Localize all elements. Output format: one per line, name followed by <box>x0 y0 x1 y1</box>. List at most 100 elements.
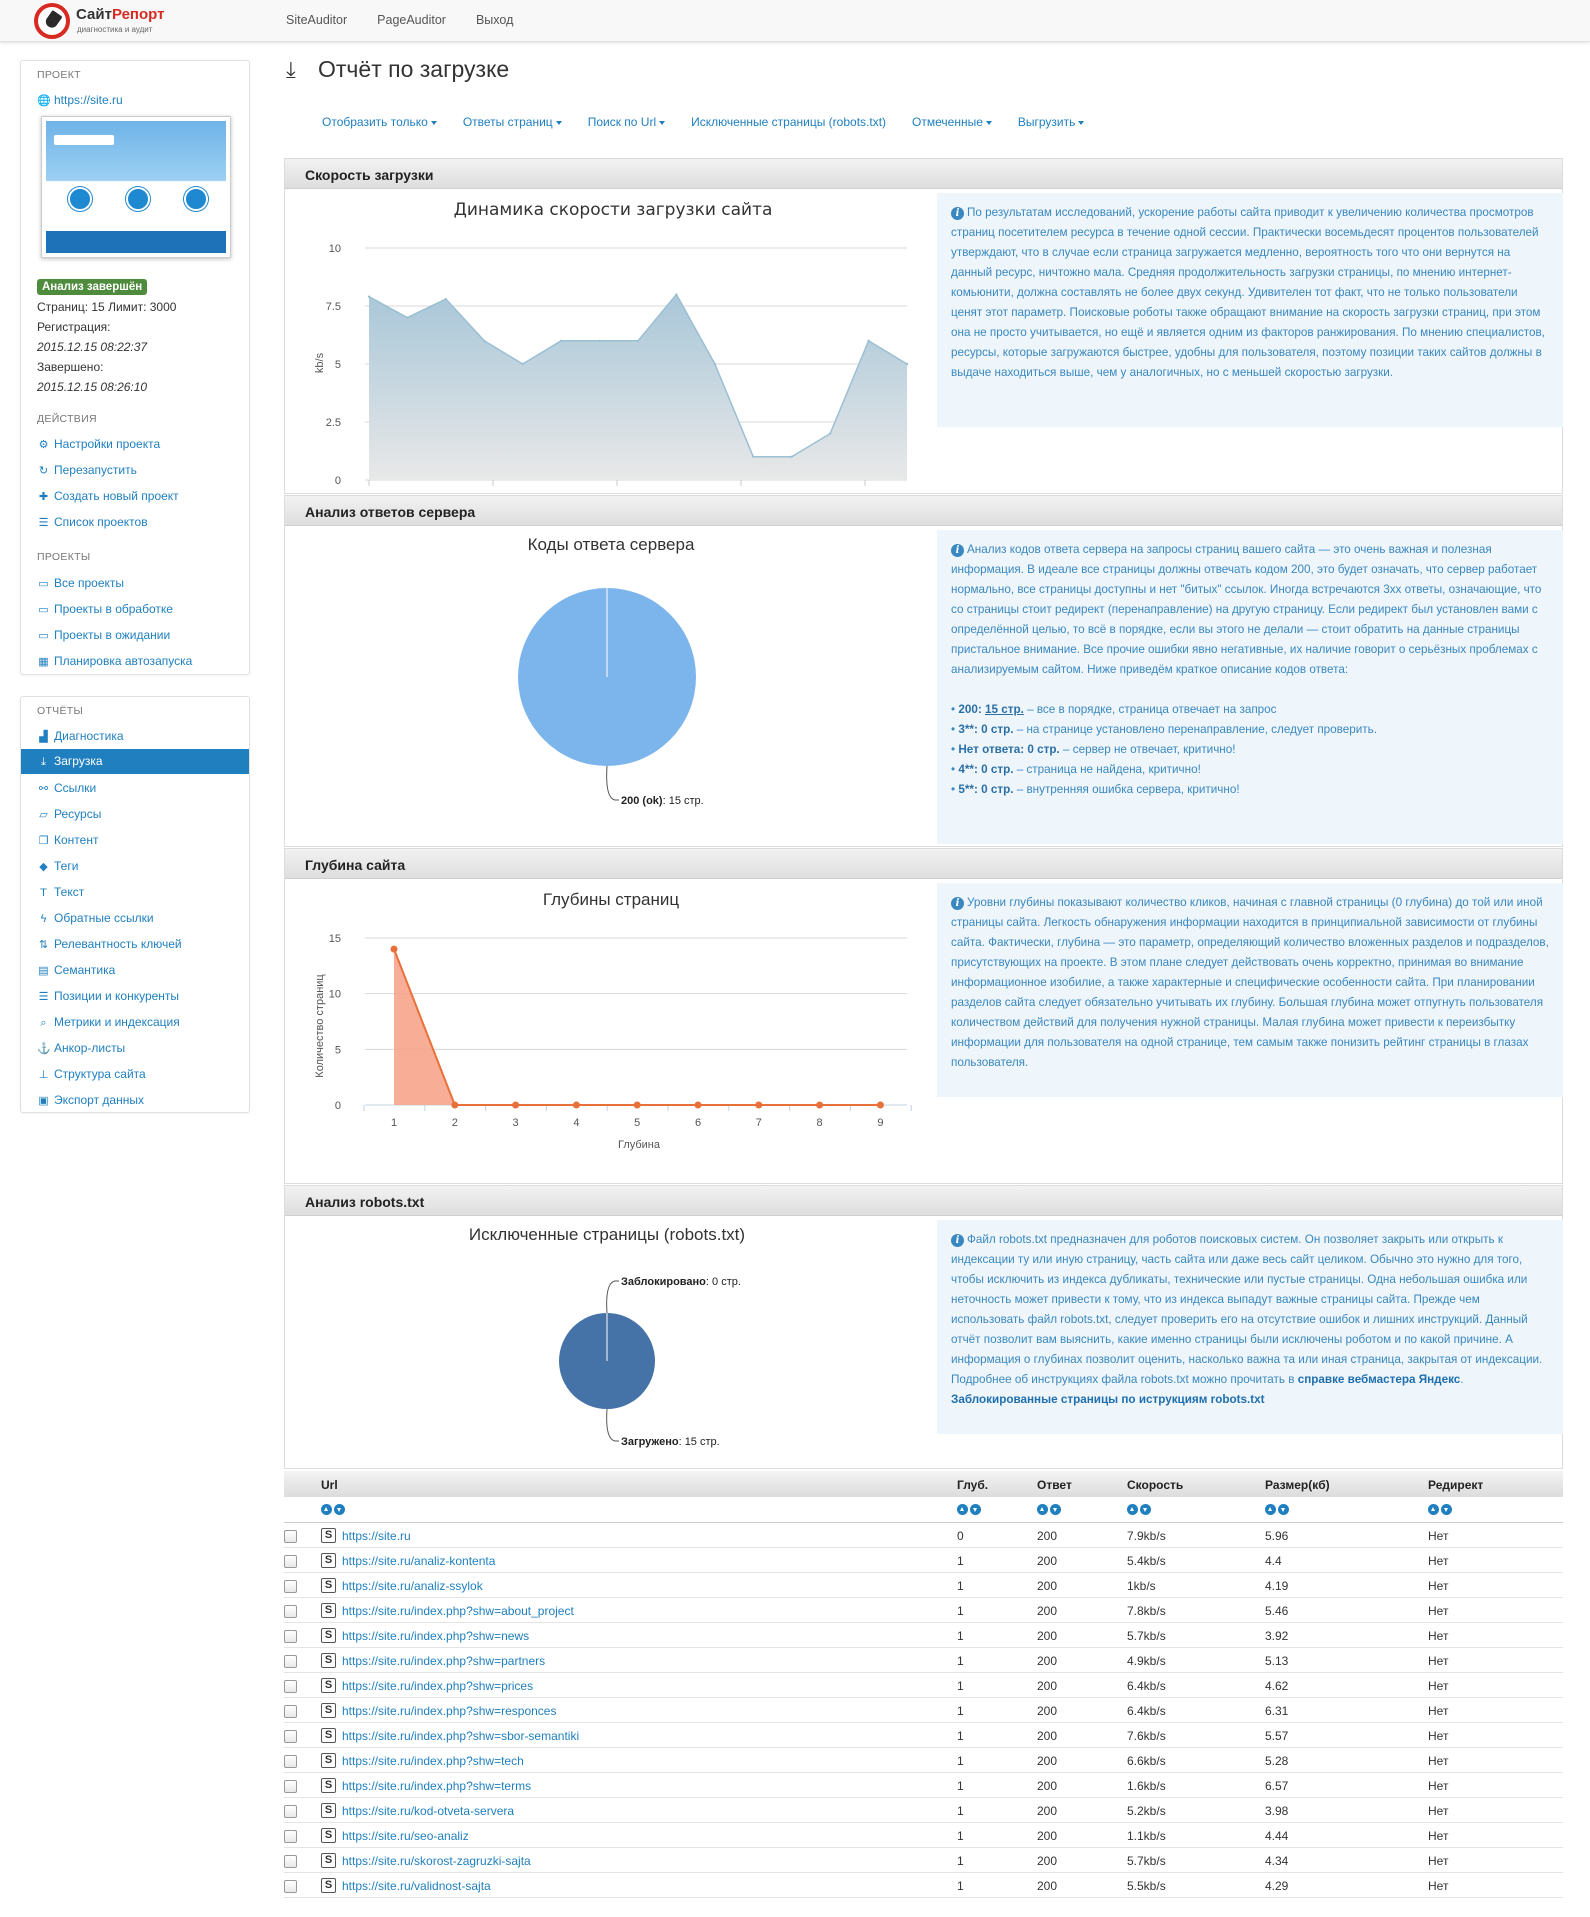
row-checkbox[interactable] <box>284 1630 297 1643</box>
page-details-icon[interactable]: S <box>321 1853 336 1868</box>
page-details-icon[interactable]: S <box>321 1528 336 1543</box>
projects-processing[interactable]: ▭ Проекты в обработке <box>38 602 173 616</box>
project-url-link[interactable]: 🌐 https://site.ru <box>37 93 123 107</box>
sort-down-icon[interactable] <box>1278 1504 1289 1515</box>
page-details-icon[interactable]: S <box>321 1828 336 1843</box>
page-details-icon[interactable]: S <box>321 1603 336 1618</box>
row-checkbox[interactable] <box>284 1680 297 1693</box>
report-backlinks[interactable]: ϟ Обратные ссылки <box>37 911 154 925</box>
row-checkbox[interactable] <box>284 1755 297 1768</box>
url-link[interactable]: https://site.ru/kod-otveta-servera <box>342 1804 515 1818</box>
nav-pageauditor[interactable]: PageAuditor <box>377 13 446 27</box>
page-details-icon[interactable]: S <box>321 1728 336 1743</box>
action-project-settings[interactable]: ⚙ Настройки проекта <box>38 437 161 451</box>
report-content[interactable]: ❐ Контент <box>38 833 99 847</box>
nav-logout[interactable]: Выход <box>475 13 514 27</box>
row-checkbox[interactable] <box>284 1530 297 1543</box>
report-keyword-relevance[interactable]: ⇅ Релевантность ключей <box>38 937 182 951</box>
sort-down-icon[interactable] <box>1050 1504 1061 1515</box>
projects-waiting[interactable]: ▭ Проекты в ожидании <box>38 628 171 642</box>
sort-up-icon[interactable] <box>957 1504 968 1515</box>
sort-url[interactable] <box>321 1504 347 1518</box>
row-checkbox[interactable] <box>284 1705 297 1718</box>
sort-speed[interactable] <box>1127 1504 1153 1518</box>
brand-logo[interactable]: СайтРепорт диагностика и аудит <box>34 3 174 39</box>
sort-up-icon[interactable] <box>1428 1504 1439 1515</box>
url-link[interactable]: https://site.ru/index.php?shw=sbor-seman… <box>342 1729 580 1743</box>
filter-page-responses[interactable]: Ответы страниц <box>463 115 562 129</box>
col-response[interactable]: Ответ <box>1037 1478 1072 1492</box>
sort-redirect[interactable] <box>1428 1504 1454 1518</box>
sort-up-icon[interactable] <box>1127 1504 1138 1515</box>
sort-up-icon[interactable] <box>1037 1504 1048 1515</box>
row-checkbox[interactable] <box>284 1580 297 1593</box>
page-details-icon[interactable]: S <box>321 1578 336 1593</box>
url-link[interactable]: https://site.ru/validnost-sajta <box>342 1879 491 1893</box>
url-link[interactable]: https://site.ru/skorost-zagruzki-sajta <box>342 1854 531 1868</box>
report-anchor-lists[interactable]: ⚓ Анкор-листы <box>37 1041 126 1055</box>
row-checkbox[interactable] <box>284 1655 297 1668</box>
sort-up-icon[interactable] <box>1265 1504 1276 1515</box>
page-details-icon[interactable]: S <box>321 1628 336 1643</box>
col-size[interactable]: Размер(кб) <box>1265 1478 1330 1492</box>
report-diagnostics[interactable]: ▟ Диагностика <box>37 729 123 743</box>
row-checkbox[interactable] <box>284 1855 297 1868</box>
export-dropdown[interactable]: Выгрузить <box>1018 115 1085 129</box>
url-link[interactable]: https://site.ru/index.php?shw=about_proj… <box>342 1604 574 1618</box>
sort-up-icon[interactable] <box>321 1504 332 1515</box>
report-links[interactable]: ⚯ Ссылки <box>38 781 97 795</box>
url-link[interactable]: https://site.ru <box>342 1529 411 1543</box>
site-thumbnail[interactable] <box>41 116 231 258</box>
report-resources[interactable]: ▱ Ресурсы <box>37 807 101 821</box>
sort-size[interactable] <box>1265 1504 1291 1518</box>
row-checkbox[interactable] <box>284 1555 297 1568</box>
report-text[interactable]: T Текст <box>37 885 84 899</box>
row-checkbox[interactable] <box>284 1880 297 1893</box>
page-details-icon[interactable]: S <box>321 1753 336 1768</box>
sort-down-icon[interactable] <box>334 1504 345 1515</box>
report-site-structure[interactable]: ⊥ Структура сайта <box>38 1067 146 1081</box>
url-link[interactable]: https://site.ru/analiz-ssylok <box>342 1579 483 1593</box>
report-tags[interactable]: ◆ Теги <box>37 859 78 873</box>
url-link[interactable]: https://site.ru/analiz-kontenta <box>342 1554 496 1568</box>
row-checkbox[interactable] <box>284 1605 297 1618</box>
report-semantics[interactable]: ▤ Семантика <box>38 963 116 977</box>
yandex-help-link[interactable]: справке вебмастера Яндекс <box>1297 1373 1461 1386</box>
url-link[interactable]: https://site.ru/seo-analiz <box>342 1829 469 1843</box>
page-details-icon[interactable]: S <box>321 1878 336 1893</box>
url-link[interactable]: https://site.ru/index.php?shw=partners <box>342 1654 546 1668</box>
url-link[interactable]: https://site.ru/index.php?shw=news <box>342 1629 530 1643</box>
url-link[interactable]: https://site.ru/index.php?shw=terms <box>342 1779 532 1793</box>
page-details-icon[interactable]: S <box>321 1653 336 1668</box>
row-checkbox[interactable] <box>284 1830 297 1843</box>
report-positions[interactable]: ☰ Позиции и конкуренты <box>38 989 180 1003</box>
page-details-icon[interactable]: S <box>321 1803 336 1818</box>
sort-response[interactable] <box>1037 1504 1063 1518</box>
filter-robots-excluded[interactable]: Исключенные страницы (robots.txt) <box>691 115 887 129</box>
row-checkbox[interactable] <box>284 1730 297 1743</box>
url-link[interactable]: https://site.ru/index.php?shw=prices <box>342 1679 534 1693</box>
sort-down-icon[interactable] <box>1441 1504 1452 1515</box>
page-details-icon[interactable]: S <box>321 1778 336 1793</box>
action-new-project[interactable]: ✚ Создать новый проект <box>38 489 179 503</box>
action-restart[interactable]: ↻ Перезапустить <box>38 463 137 477</box>
col-redirect[interactable]: Редирект <box>1428 1478 1484 1492</box>
page-details-icon[interactable]: S <box>321 1553 336 1568</box>
sort-down-icon[interactable] <box>970 1504 981 1515</box>
filter-url-search[interactable]: Поиск по Url <box>588 115 666 129</box>
blocked-pages-link[interactable]: Заблокированные страницы по иструкциям r… <box>951 1393 1265 1406</box>
url-link[interactable]: https://site.ru/index.php?shw=responces <box>342 1704 557 1718</box>
row-checkbox[interactable] <box>284 1780 297 1793</box>
report-loading-active[interactable]: ⤓ Загрузка <box>21 749 249 774</box>
page-details-icon[interactable]: S <box>321 1678 336 1693</box>
filter-show-only[interactable]: Отобразить только <box>322 115 437 129</box>
url-link[interactable]: https://site.ru/index.php?shw=tech <box>342 1754 524 1768</box>
filter-marked[interactable]: Отмеченные <box>912 115 992 129</box>
page-details-icon[interactable]: S <box>321 1703 336 1718</box>
sort-depth[interactable] <box>957 1504 983 1518</box>
col-speed[interactable]: Скорость <box>1127 1478 1184 1492</box>
col-depth[interactable]: Глуб. <box>957 1478 989 1492</box>
projects-all[interactable]: ▭ Все проекты <box>38 576 125 590</box>
report-metrics[interactable]: ⌕ Метрики и индексация <box>37 1015 179 1030</box>
nav-siteauditor[interactable]: SiteAuditor <box>286 13 348 27</box>
